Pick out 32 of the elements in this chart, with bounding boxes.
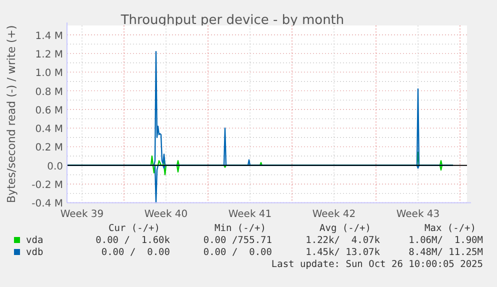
y-tick-label: 0.4 M (35, 124, 63, 136)
chart-title: Throughput per device - by month (120, 13, 344, 28)
y-tick-label: 0.6 M (35, 105, 63, 116)
text: Max (-/+) (424, 223, 476, 234)
text: 0.00 / 1.60k (96, 235, 170, 246)
y-tick-label: -0.4 M (32, 198, 63, 210)
legend-label: vdb (26, 247, 44, 258)
x-tick-label: Week 43 (396, 209, 440, 220)
x-tick-label: Week 41 (228, 209, 272, 220)
y-tick-label: 0.0 (47, 161, 63, 172)
y-tick-label: 1.0 M (35, 68, 63, 80)
y-axis-title: Bytes/second read (-) / write (+) (5, 25, 18, 203)
text: 1.06M/ 1.90M (408, 235, 484, 246)
text: 0.00 / 0.00 (101, 247, 170, 258)
x-tick-label: Week 39 (60, 209, 104, 220)
y-tick-label: 1.4 M (35, 30, 63, 42)
text: 0.00 /755.71 (203, 235, 272, 246)
text: Cur (-/+) (108, 223, 160, 234)
text: 1.22k/ 4.07k (306, 235, 380, 246)
text: 8.48M/ 11.25M (408, 247, 484, 258)
text: 0.00 / 0.00 (203, 247, 272, 258)
legend-label: vda (26, 235, 44, 246)
y-tick-label: 1.2 M (35, 49, 63, 60)
x-tick-label: Week 40 (144, 209, 188, 220)
y-tick-label: 0.2 M (35, 142, 63, 154)
y-tick-label: -0.2 M (32, 180, 63, 192)
text: Min (-/+) (214, 223, 266, 234)
text: 1.45k/ 13.07k (306, 247, 380, 258)
text: Last update: Sun Oct 26 10:00:05 2025 (271, 259, 483, 270)
text: Avg (-/+) (320, 223, 371, 234)
y-tick-label: 0.8 M (35, 86, 63, 98)
x-tick-label: Week 42 (312, 209, 356, 220)
